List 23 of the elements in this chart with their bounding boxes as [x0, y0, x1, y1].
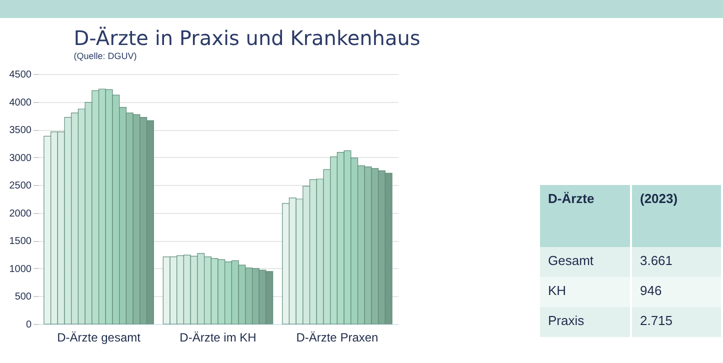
text: Gesamt: [540, 247, 631, 277]
chart-subtitle: (Quelle: DGUV): [74, 51, 137, 61]
y-tick-label: 3500: [9, 125, 32, 136]
text: Praxis: [540, 307, 631, 337]
y-tick-label: 2500: [9, 180, 32, 192]
chart-title: D-Ärzte in Praxis und Krankenhaus: [74, 26, 420, 50]
y-tick-label: 0: [26, 320, 32, 330]
text: KH: [540, 277, 631, 307]
y-tick-label: 1000: [9, 264, 32, 275]
text: (2023): [630, 185, 722, 247]
y-tick-label: 500: [14, 292, 32, 303]
y-tick-label: 3000: [9, 152, 32, 164]
y-tick-label: 4500: [9, 70, 32, 80]
y-tick-label: 2000: [9, 208, 32, 220]
text: 3.661: [630, 247, 722, 277]
y-tick-label: 4000: [9, 97, 32, 108]
x-tick-label: D-Ärzte im KH: [180, 330, 256, 344]
text: 2.715: [630, 307, 722, 337]
x-tick-label: D-Ärzte Praxen: [296, 330, 378, 344]
x-tick-label: D-Ärzte gesamt: [57, 330, 142, 344]
text: D-Ärzte: [540, 185, 631, 247]
y-tick-label: 1500: [9, 236, 32, 248]
text: 946: [630, 277, 722, 307]
